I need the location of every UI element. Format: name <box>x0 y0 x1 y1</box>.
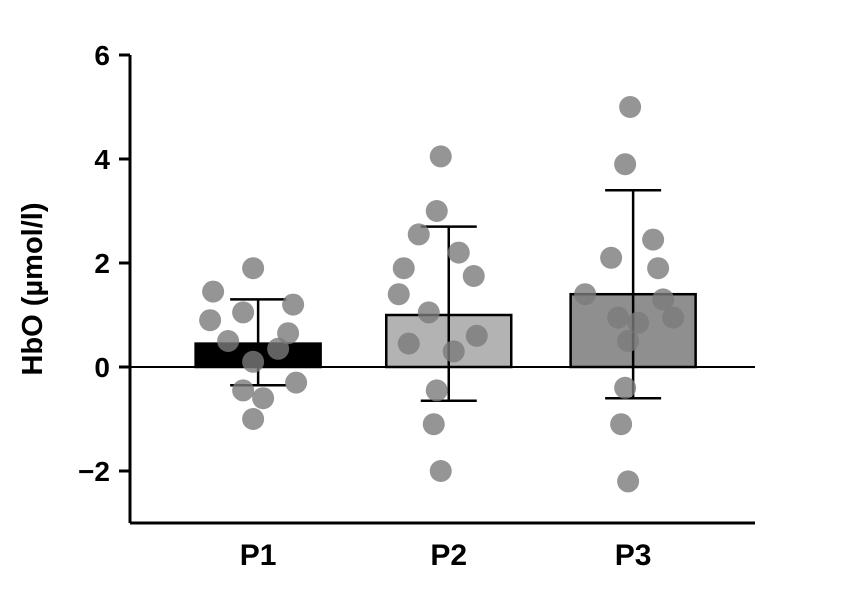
data-point <box>617 470 640 493</box>
x-category-label: P1 <box>240 539 277 572</box>
data-point <box>619 96 642 118</box>
x-category-label: P2 <box>430 539 467 572</box>
data-point <box>242 257 265 280</box>
y-tick-label: 2 <box>94 248 110 279</box>
data-point <box>397 332 420 355</box>
data-point <box>610 413 633 436</box>
data-point <box>232 301 255 324</box>
data-point <box>422 413 445 436</box>
data-point <box>429 460 452 482</box>
data-point <box>232 379 255 402</box>
y-tick-label: 4 <box>94 144 110 175</box>
data-point <box>407 223 430 246</box>
data-point <box>600 246 623 269</box>
y-tick-label: 0 <box>94 352 110 383</box>
data-point <box>417 301 440 324</box>
data-point <box>392 257 415 280</box>
y-tick-label: −2 <box>78 456 110 487</box>
data-point <box>202 280 225 303</box>
data-point <box>252 387 275 410</box>
y-tick-label: 6 <box>94 40 110 71</box>
data-point <box>285 371 308 394</box>
x-category-label: P3 <box>615 539 652 572</box>
data-point <box>617 330 640 352</box>
data-point <box>647 257 670 280</box>
data-point <box>242 408 265 430</box>
data-point <box>425 379 448 402</box>
data-point <box>267 337 290 360</box>
data-point <box>282 293 305 316</box>
data-point <box>614 153 637 176</box>
data-point <box>429 145 452 168</box>
data-point <box>465 324 488 347</box>
data-point <box>574 283 597 306</box>
data-point <box>425 200 448 222</box>
data-point <box>387 283 410 306</box>
data-point <box>652 288 675 311</box>
data-point <box>607 306 630 329</box>
data-point <box>614 376 637 399</box>
data-point <box>447 241 470 264</box>
data-point <box>662 306 685 329</box>
data-point <box>627 311 650 334</box>
data-point <box>277 322 300 345</box>
data-point <box>442 340 465 363</box>
data-point <box>642 228 665 251</box>
data-point <box>217 330 240 352</box>
data-point <box>242 350 265 373</box>
y-axis-title: HbO (µmol/l) <box>17 203 49 376</box>
data-point <box>462 265 485 287</box>
data-point <box>199 309 222 332</box>
